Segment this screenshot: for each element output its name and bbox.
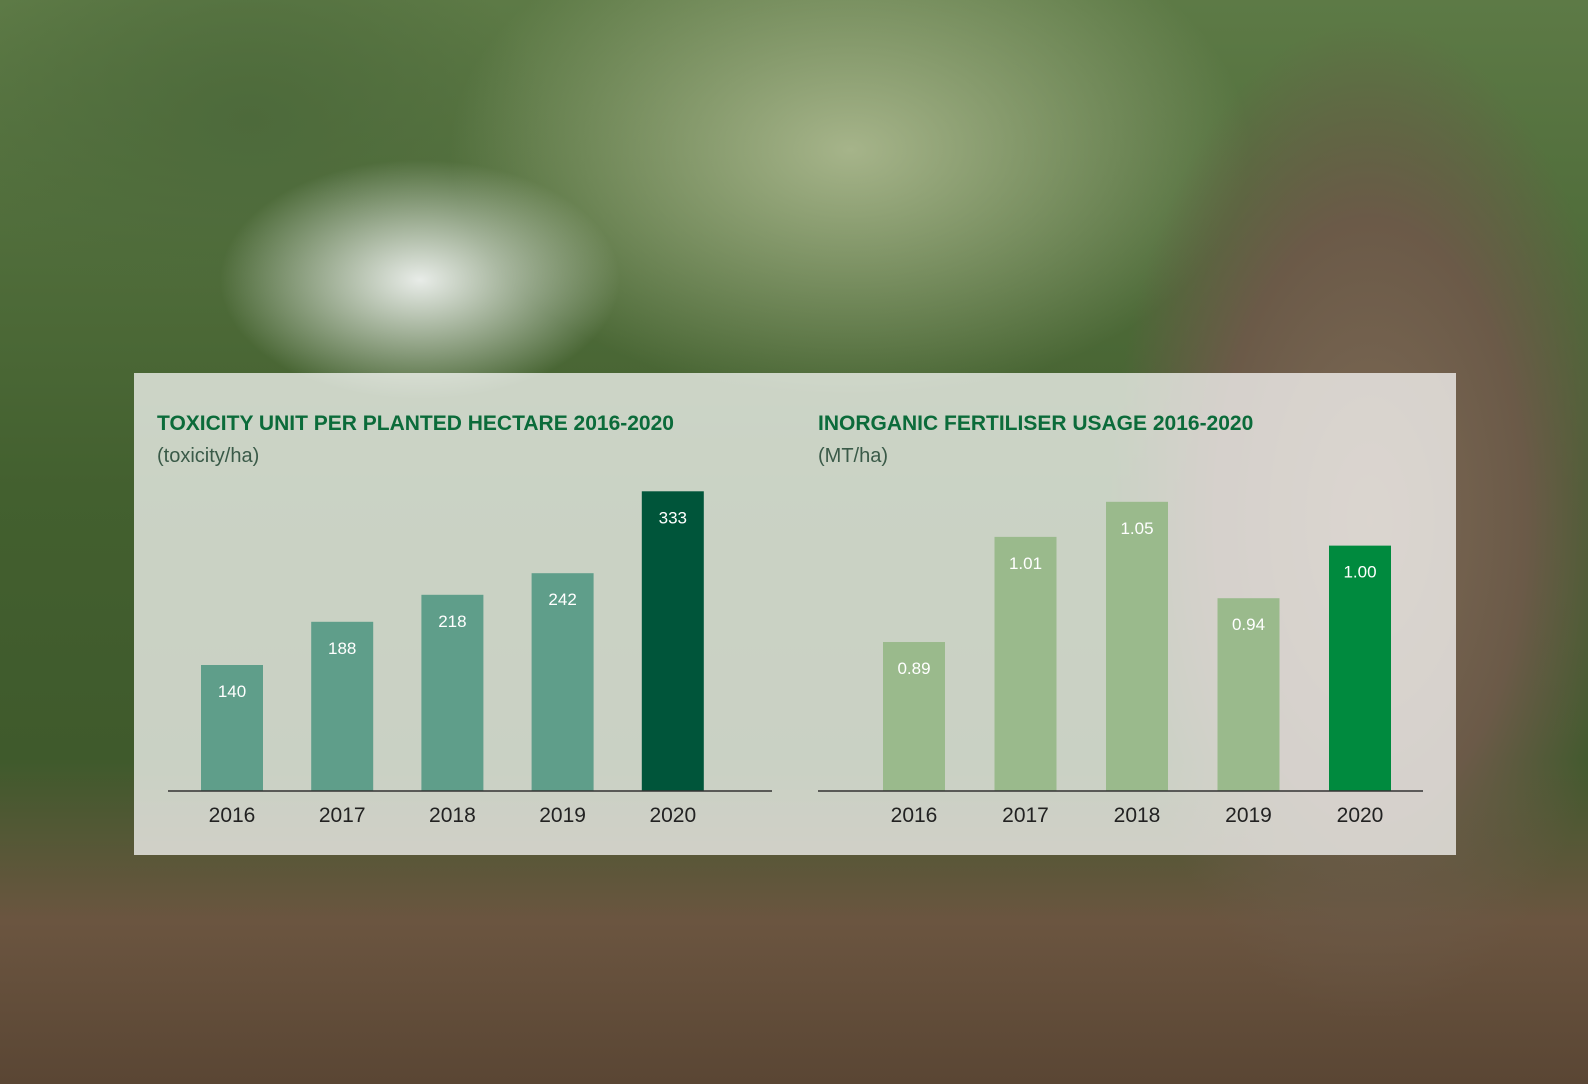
bar [1329,545,1391,791]
x-tick-label: 2017 [1002,804,1049,827]
bar [311,621,374,791]
value-label: 0.94 [1232,615,1265,634]
chart-title: INORGANIC FERTILISER USAGE 2016-2020 [818,412,1253,435]
bar [994,536,1057,791]
value-label: 0.89 [897,659,930,678]
value-label: 188 [328,639,356,658]
x-tick-label: 2020 [1337,804,1384,827]
x-tick-label: 2016 [891,804,938,827]
value-label: 1.05 [1120,519,1153,538]
value-label: 1.00 [1343,563,1376,582]
value-label: 242 [548,590,576,609]
x-tick-label: 2019 [539,804,586,827]
chart-subtitle: (MT/ha) [818,445,888,467]
x-tick-label: 2018 [1114,804,1161,827]
bar [1217,598,1280,791]
bar [421,594,484,791]
bar [883,642,945,791]
value-label: 1.01 [1009,554,1042,573]
value-label: 140 [218,682,246,701]
chart-subtitle: (toxicity/ha) [157,445,259,467]
x-tick-label: 2017 [319,804,366,827]
value-label: 333 [659,508,687,527]
x-tick-label: 2019 [1225,804,1272,827]
bar [531,573,594,791]
bar [201,665,263,791]
x-tick-label: 2020 [649,804,696,827]
bar [641,491,704,791]
x-tick-label: 2018 [429,804,476,827]
x-tick-label: 2016 [209,804,256,827]
value-label: 218 [438,612,466,631]
bar [1106,501,1168,791]
chart-title: TOXICITY UNIT PER PLANTED HECTARE 2016-2… [157,412,674,435]
